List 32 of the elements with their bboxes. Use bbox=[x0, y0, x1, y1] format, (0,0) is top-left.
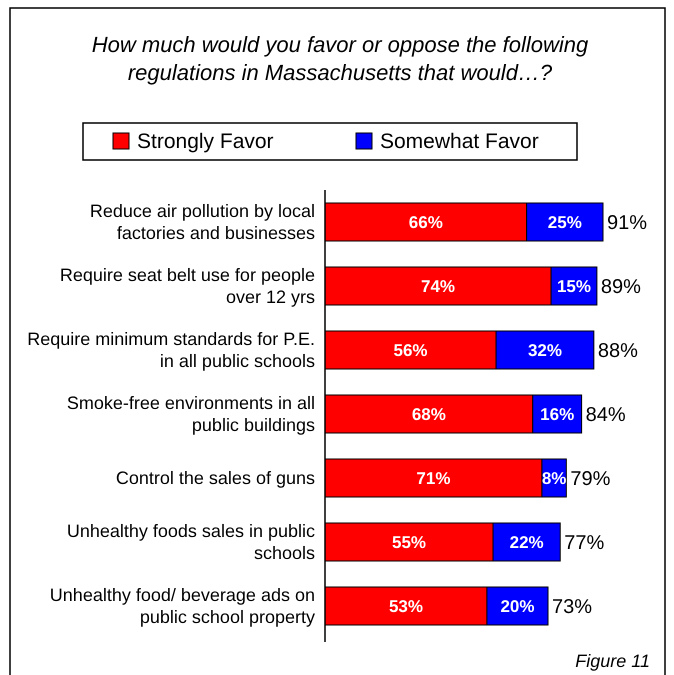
data-label: 68% bbox=[412, 405, 446, 424]
data-label: 55% bbox=[392, 533, 426, 552]
caption: Figure 11 bbox=[575, 651, 650, 671]
data-label: 71% bbox=[416, 469, 450, 488]
total-label: 77% bbox=[564, 532, 604, 554]
data-label: 32% bbox=[528, 341, 562, 360]
y-tick-label: Reduce air pollution by local factories and businesses bbox=[90, 201, 315, 243]
total-label: 91% bbox=[607, 212, 648, 234]
y-tick-label: Unhealthy food/ beverage ads on public school property bbox=[50, 585, 315, 627]
data-label: 16% bbox=[540, 405, 574, 424]
data-label: 20% bbox=[500, 597, 534, 616]
total-label: 88% bbox=[598, 340, 638, 362]
data-label: 15% bbox=[556, 277, 591, 296]
y-tick-label: Require minimum standards for P.E. in all public schools bbox=[27, 329, 315, 371]
legend-label: Somewhat Favor bbox=[380, 130, 539, 153]
data-label: 56% bbox=[394, 341, 428, 360]
total-label: 79% bbox=[570, 468, 611, 490]
legend-label: Strongly Favor bbox=[137, 130, 274, 153]
chart-title: How much would you favor or oppose the following regulations in Massachusetts that would…? bbox=[92, 32, 590, 85]
data-label: 25% bbox=[548, 213, 582, 232]
data-label: 8% bbox=[542, 469, 566, 488]
data-label: 74% bbox=[421, 277, 456, 296]
y-tick-label: Require seat belt use for people over 12 yrs bbox=[60, 265, 315, 307]
y-tick-label: Unhealthy foods sales in public schools bbox=[66, 521, 315, 563]
data-label: 53% bbox=[388, 597, 423, 616]
data-label: 22% bbox=[510, 533, 544, 552]
total-label: 89% bbox=[600, 276, 642, 298]
y-tick-label: Smoke-free environments in all public buildings bbox=[66, 393, 315, 435]
total-label: 73% bbox=[552, 596, 592, 618]
y-tick-label: Control the sales of guns bbox=[116, 468, 315, 488]
total-label: 84% bbox=[586, 404, 626, 426]
data-label: 66% bbox=[408, 213, 443, 232]
